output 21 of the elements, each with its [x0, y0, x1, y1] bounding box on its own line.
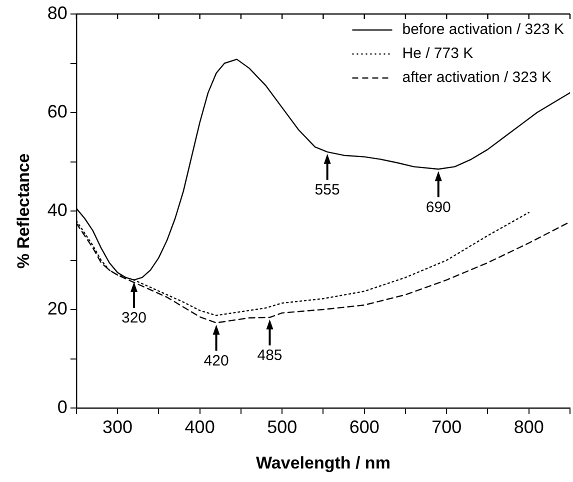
x-tick-label: 300 [102, 416, 133, 437]
y-tick-label: 0 [57, 396, 68, 417]
annotation: 420 [204, 352, 229, 370]
x-tick-label: 600 [349, 416, 380, 437]
annotation: 690 [426, 198, 451, 216]
x-tick-label: 500 [267, 416, 298, 437]
x-axis-title: Wavelength / nm [256, 453, 390, 472]
y-tick-label: 60 [47, 101, 68, 122]
legend-label: before activation / 323 K [402, 21, 564, 38]
legend-label: He / 773 K [402, 45, 474, 62]
y-axis-title: % Reflectance [14, 153, 33, 269]
x-tick-label: 400 [184, 416, 215, 437]
y-tick-label: 80 [47, 2, 68, 23]
legend-label: after activation / 323 K [402, 69, 552, 86]
annotation: 320 [121, 310, 147, 327]
annotation: 485 [257, 347, 282, 364]
y-tick-label: 40 [47, 200, 68, 220]
y-tick-label: 20 [47, 298, 68, 318]
annotation: 555 [314, 182, 340, 199]
x-tick-label: 800 [514, 416, 544, 437]
x-tick-label: 700 [432, 416, 462, 437]
